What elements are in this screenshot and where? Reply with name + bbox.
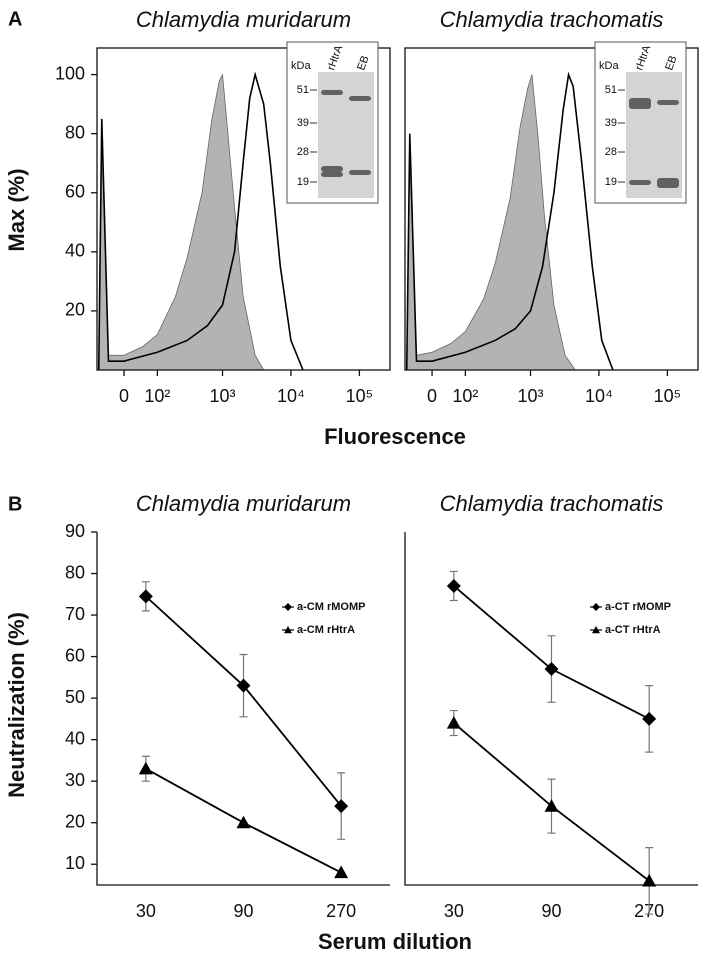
blot-band <box>629 180 651 185</box>
legend-label: a-CM rHtrA <box>297 624 355 636</box>
x-tick-label: 10⁴ <box>585 386 613 406</box>
histogram <box>406 74 576 371</box>
legend-label: a-CM rMOMP <box>297 601 365 613</box>
legend-marker <box>284 603 292 611</box>
size-marker: 19 <box>605 176 617 188</box>
histogram <box>98 73 265 371</box>
data-point <box>446 716 461 729</box>
y-tick-label: 60 <box>65 182 85 202</box>
inset-unit: kDa <box>291 60 311 72</box>
y-tick-label: 20 <box>65 300 85 320</box>
data-point <box>334 865 349 879</box>
size-marker: 51 <box>605 84 617 96</box>
x-tick-label: 10⁵ <box>346 386 373 406</box>
legend-marker <box>284 626 292 634</box>
legend-marker <box>592 626 600 634</box>
data-point <box>446 578 461 593</box>
data-point <box>544 662 559 677</box>
x-tick-label: 10³ <box>518 386 544 406</box>
x-tick-label: 10⁵ <box>654 386 681 406</box>
y-tick-label: 20 <box>65 811 85 831</box>
data-point <box>236 815 251 829</box>
x-axis-label: Fluorescence <box>324 424 466 449</box>
data-point <box>138 761 153 775</box>
x-tick-label: 270 <box>326 901 356 921</box>
data-point <box>334 799 349 814</box>
axes <box>404 532 698 886</box>
legend-marker <box>592 603 600 611</box>
y-tick-label: 60 <box>65 645 85 665</box>
axes <box>96 532 390 886</box>
y-axis-label: Neutralization (%) <box>4 612 29 798</box>
blot <box>626 72 682 198</box>
y-axis-label: Max (%) <box>4 168 29 251</box>
legend-label: a-CT rMOMP <box>605 601 671 613</box>
blot-band <box>321 172 343 177</box>
blot-band <box>321 90 343 95</box>
plot-frame <box>404 47 699 371</box>
y-tick-label: 40 <box>65 728 85 748</box>
histogram <box>97 71 304 371</box>
x-axis-label: Serum dilution <box>318 929 472 954</box>
chart-title: Chlamydia trachomatis <box>440 7 664 32</box>
x-tick-label: 10³ <box>210 386 236 406</box>
panel-label: B <box>8 493 22 515</box>
y-tick-label: 50 <box>65 687 85 707</box>
data-point <box>236 678 251 693</box>
data-point <box>642 711 657 726</box>
legend-label: a-CT rHtrA <box>605 624 661 636</box>
data-point <box>642 873 657 887</box>
y-tick-label: 90 <box>65 521 85 541</box>
inset-unit: kDa <box>599 60 619 72</box>
x-tick-label: 90 <box>541 901 561 921</box>
panel-label: A <box>8 8 22 30</box>
blot-band <box>657 178 679 188</box>
blot-band <box>657 100 679 105</box>
data-point <box>544 799 559 812</box>
y-tick-label: 100 <box>55 63 85 83</box>
blot-band <box>349 96 371 101</box>
y-tick-label: 80 <box>65 122 85 142</box>
chart-title: Chlamydia muridarum <box>136 491 351 516</box>
x-tick-label: 0 <box>427 386 437 406</box>
size-marker: 28 <box>605 146 617 158</box>
plot-frame <box>96 47 391 371</box>
blot-band <box>629 98 651 109</box>
size-marker: 39 <box>297 117 309 129</box>
x-tick-label: 0 <box>119 386 129 406</box>
size-marker: 51 <box>297 84 309 96</box>
lane-label: EB <box>663 54 679 72</box>
blot-band <box>349 170 371 175</box>
y-tick-label: 40 <box>65 241 85 261</box>
lane-label: EB <box>355 54 371 72</box>
chart-title: Chlamydia muridarum <box>136 7 351 32</box>
x-tick-label: 30 <box>136 901 156 921</box>
data-point <box>138 589 153 604</box>
size-marker: 19 <box>297 176 309 188</box>
blot-band <box>321 166 343 172</box>
y-tick-label: 10 <box>65 853 85 873</box>
x-tick-label: 90 <box>233 901 253 921</box>
x-tick-label: 30 <box>444 901 464 921</box>
x-tick-label: 10² <box>452 386 478 406</box>
histogram <box>405 71 614 371</box>
y-tick-label: 30 <box>65 770 85 790</box>
size-marker: 28 <box>297 146 309 158</box>
chart-title: Chlamydia trachomatis <box>440 491 664 516</box>
x-tick-label: 10² <box>144 386 170 406</box>
size-marker: 39 <box>605 117 617 129</box>
x-tick-label: 10⁴ <box>277 386 305 406</box>
y-tick-label: 80 <box>65 562 85 582</box>
y-tick-label: 70 <box>65 604 85 624</box>
